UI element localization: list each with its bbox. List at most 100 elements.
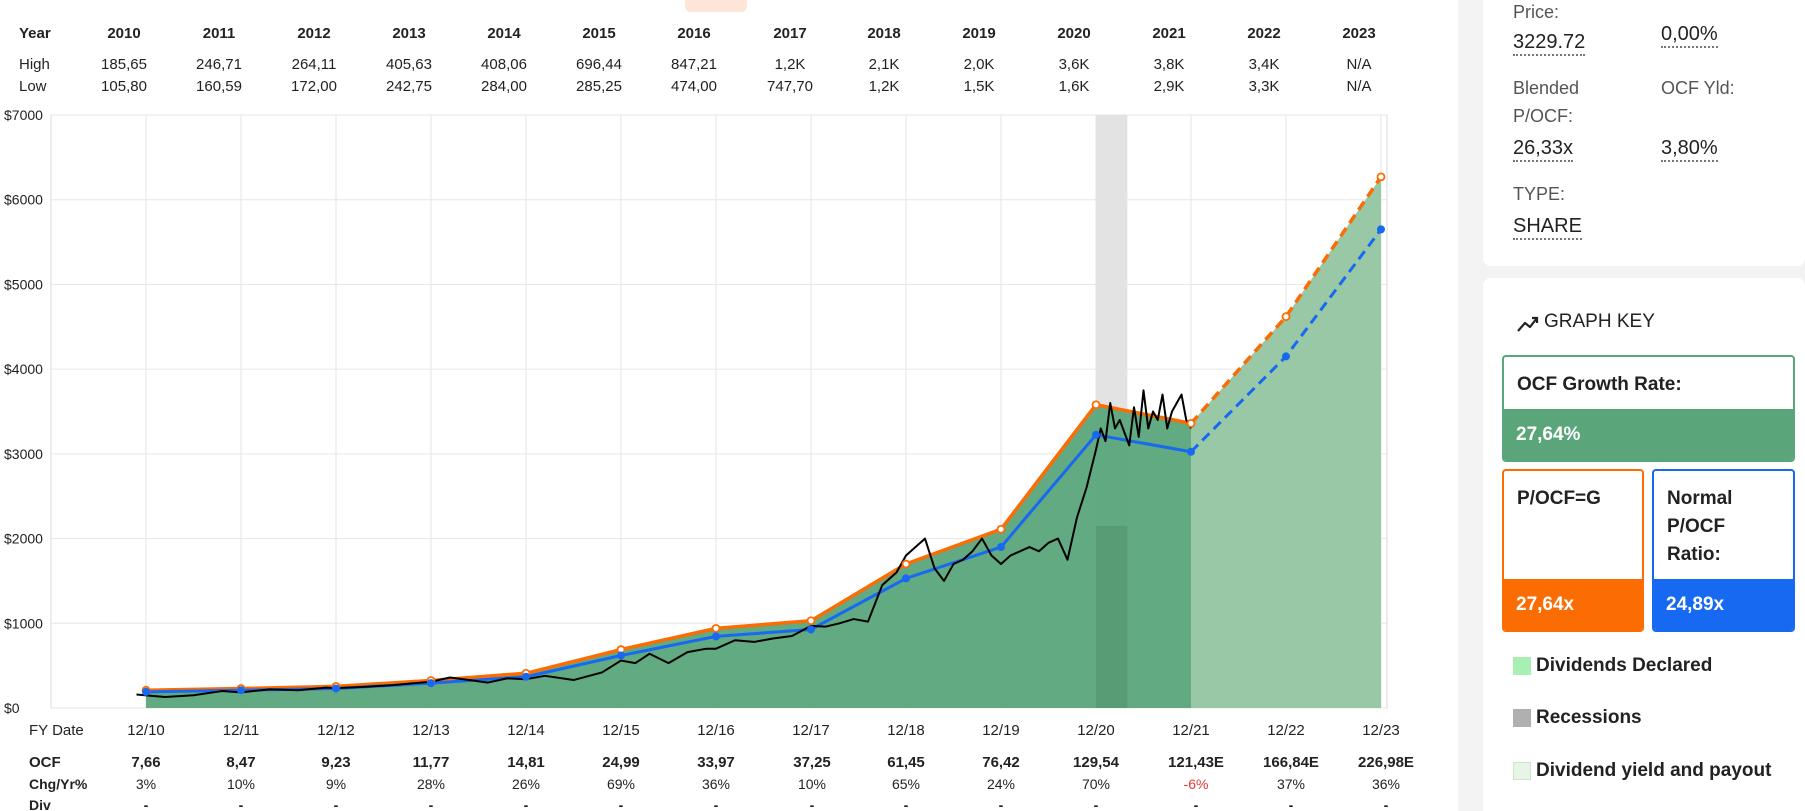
div-cell: - [998,797,1004,811]
high-cell: 2,1K [868,56,900,73]
low-cell: 285,25 [576,78,622,95]
normal-pocf-point [427,679,435,688]
ocf-cell: 76,42 [982,754,1020,771]
price-chart[interactable]: $0 $1000 $2000 $3000 $4000 $5000 $6000 $7000 12/… [0,100,1420,750]
x-tick-label: 12/15 [602,722,640,739]
year-cell: 2012 [297,25,331,42]
normal-pocf-point [902,574,910,583]
low-cell: 105,80 [101,78,147,95]
high-cell: 408,06 [481,56,527,73]
year-cell: 2021 [1152,25,1186,42]
y-tick-label: $3000 [4,446,43,462]
x-tick-label: 12/22 [1267,722,1305,739]
pocf-g-title: P/OCF=G [1517,488,1601,509]
pocf-g-value: 27,64x [1504,579,1642,630]
chg-cell: 10% [797,776,827,792]
type-value[interactable]: SHARE [1513,214,1582,240]
ocf-yield-value[interactable]: 3,80% [1661,136,1718,162]
price-line [136,389,1192,698]
year-label: Year [19,25,51,42]
year-cell: 2020 [1057,25,1091,42]
ocf-growth-rate-title: OCF Growth Rate: [1517,374,1682,395]
high-label: High [19,56,50,73]
ocf-growth-rate-box[interactable]: OCF Growth Rate: 27,64% [1502,355,1795,462]
normal-pocf-point [997,543,1005,552]
ocf-cell: 121,43E [1168,754,1224,771]
low-label: Low [19,78,47,95]
high-cell: 264,11 [291,56,337,73]
chg-cell: 65% [891,776,921,792]
y-tick-label: $4000 [4,361,43,377]
normal-pocf-point [522,672,530,681]
year-row: Year 2010 2011 2012 2013 2014 2015 2016 2017 201… [0,25,1420,45]
price-value[interactable]: 3229.72 [1513,30,1586,56]
tab-indicator[interactable] [685,0,747,12]
normal-pocf-box[interactable]: Normal P/OCF Ratio: 24,89x [1652,469,1795,632]
pocf-g-point [1281,312,1291,322]
recession-band-overlay [1096,525,1128,708]
earnings-fill-area [146,404,1191,708]
ocf-label: OCF [29,754,61,771]
low-cell: 1,6K [1058,78,1090,95]
y-tick-label: $6000 [4,192,43,208]
pocf-g-point [806,616,816,626]
div-cell: - [523,797,529,811]
high-cell: N/A [1346,56,1372,73]
year-cell: 2023 [1342,25,1376,42]
div-cell: - [903,797,909,811]
low-cell: 3,3K [1248,78,1280,95]
year-cell: 2018 [867,25,901,42]
ocf-cell: 14,81 [507,754,545,771]
high-cell: 3,6K [1058,56,1090,73]
y-tick-label: $1000 [4,615,43,631]
high-cell: 246,71 [196,56,242,73]
chg-cell: 9% [325,776,347,792]
normal-pocf-point [332,684,340,693]
high-cell: 3,4K [1248,56,1280,73]
ocf-cell: 33,97 [697,754,735,771]
normal-pocf-title-line1: Normal [1667,488,1733,509]
low-cell: 2,9K [1153,78,1185,95]
div-label: Div [29,797,51,811]
x-tick-label: 12/16 [697,722,735,739]
year-cell: 2015 [582,25,616,42]
low-row: Low 105,80 160,59 172,00 242,75 284,00 285,25… [0,78,1420,98]
year-cell: 2010 [107,25,141,42]
chg-cell: 10% [226,776,256,792]
chg-row: Chg/Yr% 3% 10% 9% 28% 26% 69% 36% 10% 65% 24% 70% -… [0,776,1440,794]
year-cell: 2011 [202,25,236,42]
normal-pocf-point [1092,430,1100,439]
price-change-value[interactable]: 0,00% [1661,22,1718,48]
y-tick-label: $5000 [4,276,43,292]
low-cell: 747,70 [767,78,813,95]
div-cell: - [1093,797,1099,811]
blended-value[interactable]: 26,33x [1513,136,1574,162]
div-row: Div - - - - - - - - - - - - - - [0,797,1440,811]
div-cell: - [713,797,719,811]
estimate-fill-area [1191,176,1381,708]
chg-cell: 3% [135,776,157,792]
pocf-g-line [145,402,1192,692]
normal-pocf-value: 24,89x [1654,579,1793,630]
pocf-g-point [901,559,911,569]
high-row: High 185,65 246,71 264,11 405,63 408,06 696,4… [0,56,1420,76]
chg-cell: 36% [1371,776,1401,792]
ocf-cell: 129,54 [1073,754,1119,771]
x-tick-label: 12/11 [223,722,259,739]
ocf-cell: 166,84E [1263,754,1319,771]
blended-label-line1: Blended [1513,78,1580,98]
ocf-cell: 8,47 [226,754,256,771]
recessions-swatch [1513,709,1531,727]
normal-pocf-point [1377,225,1385,234]
low-cell: 1,2K [868,78,900,95]
low-cell: 172,00 [291,78,337,95]
high-cell: 3,8K [1153,56,1185,73]
low-cell: 1,5K [963,78,995,95]
high-cell: 185,65 [101,56,147,73]
pocf-g-box[interactable]: P/OCF=G 27,64x [1502,469,1644,632]
div-cell: - [333,797,339,811]
ocf-cell: 24,99 [602,754,640,771]
ocf-growth-rate-value: 27,64% [1504,409,1793,460]
chg-cell: 69% [606,776,636,792]
normal-pocf-point [1187,447,1195,456]
